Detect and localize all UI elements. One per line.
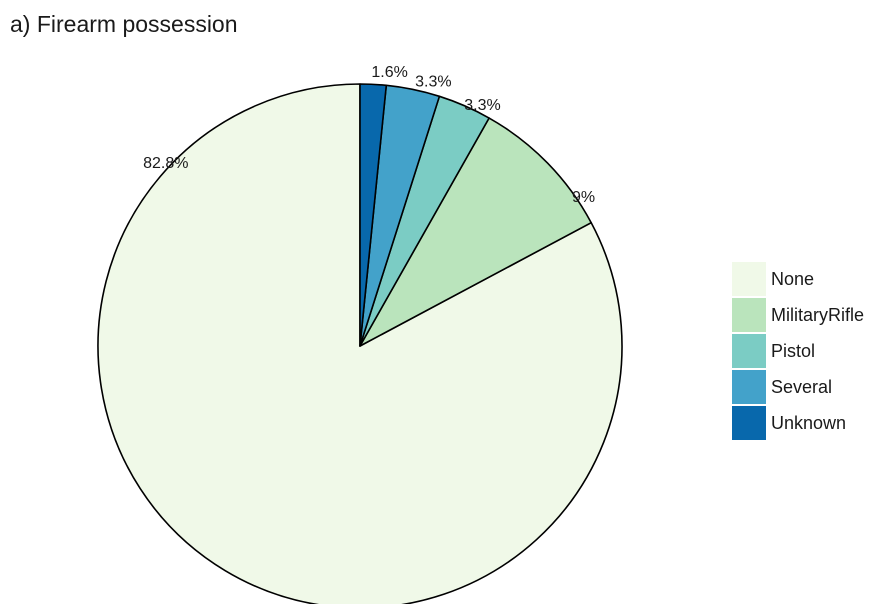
legend-swatch-several	[732, 370, 766, 404]
pie-slices	[97, 83, 623, 604]
chart-title: a) Firearm possession	[10, 11, 238, 37]
slice-label-pistol: 3.3%	[464, 97, 500, 114]
legend-label-militaryrifle: MilitaryRifle	[771, 305, 864, 325]
legend: None MilitaryRifle Pistol Several Unknown	[732, 262, 864, 440]
legend-label-none: None	[771, 269, 814, 289]
pie-slice-labels: 82.8% 9% 3.3% 3.3% 1.6%	[143, 64, 595, 206]
pie-slice-unknown	[359, 83, 388, 347]
slice-label-none: 82.8%	[143, 155, 188, 172]
legend-swatch-pistol	[732, 334, 766, 368]
slice-label-militaryrifle: 9%	[572, 189, 595, 206]
legend-swatch-none	[732, 262, 766, 296]
pie-slice-militaryrifle	[359, 117, 592, 347]
slice-label-several: 3.3%	[415, 74, 451, 91]
legend-label-unknown: Unknown	[771, 413, 846, 433]
legend-swatch-unknown	[732, 406, 766, 440]
slice-label-unknown: 1.6%	[371, 64, 407, 81]
legend-label-pistol: Pistol	[771, 341, 815, 361]
legend-swatch-militaryrifle	[732, 298, 766, 332]
legend-label-several: Several	[771, 377, 832, 397]
